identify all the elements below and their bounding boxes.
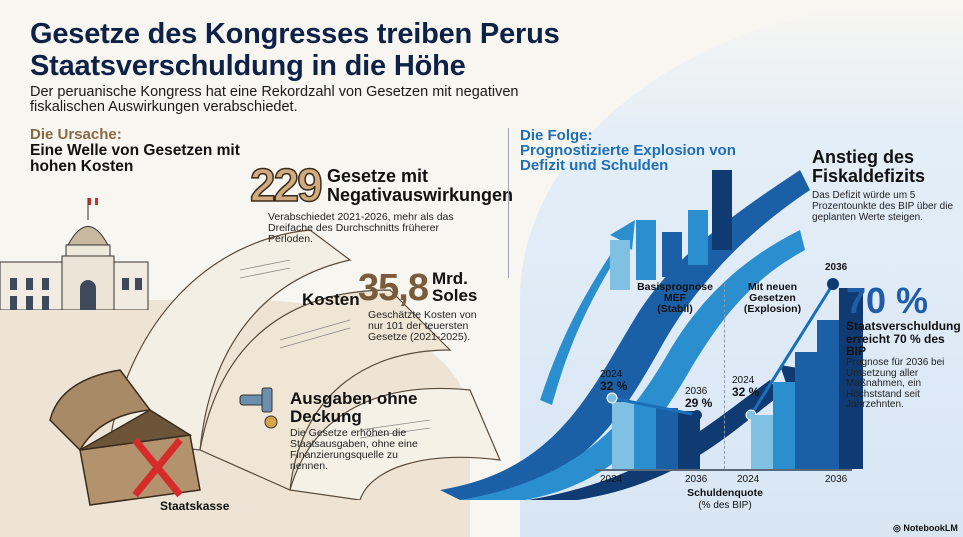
effect-title: Prognostizierte Explosion von Defizit un… bbox=[520, 142, 736, 174]
debt-description: Prognose für 2036 bei Umsetzung aller Ma… bbox=[846, 357, 945, 410]
baseline-end-year: 2036 bbox=[685, 386, 708, 397]
x-tick-baseline-2036: 2036 bbox=[685, 474, 708, 485]
bar-new-laws-2 bbox=[773, 382, 795, 469]
debt-big-number: 70 % bbox=[846, 280, 929, 321]
bar-new-laws-4 bbox=[817, 320, 839, 469]
bar-baseline-2 bbox=[634, 405, 656, 469]
treasury-label: Staatskasse bbox=[160, 499, 230, 513]
bar-baseline-3 bbox=[656, 408, 678, 469]
bar-new-laws-1 bbox=[751, 415, 773, 469]
bar-baseline-1 bbox=[612, 402, 634, 469]
debt-headline: Staatsverschuldung erreicht 70 % des BIP bbox=[846, 319, 961, 358]
spending-description: Die Gesetze erhöhen die Staatsausgaben, … bbox=[290, 427, 418, 472]
laws-count-description: Verabschiedet 2021-2026, mehr als das Dr… bbox=[268, 211, 454, 245]
chart-header-new-laws: Mit neuen Gesetzen (Explosion)Mit neuenG… bbox=[743, 281, 802, 315]
cost-description: Geschätzte Kosten von nur 101 der teuers… bbox=[368, 309, 477, 343]
treasure-chest-icon bbox=[49, 369, 201, 506]
x-tick-new-2024: 2024 bbox=[737, 474, 760, 485]
deficit-description: Das Defizit würde um 5 Prozentounkte des… bbox=[812, 190, 954, 223]
cost-unit: Mrd. Soles bbox=[432, 269, 478, 305]
brand-label: ◎ NotebookLM bbox=[893, 523, 958, 533]
paper-wave-illustration bbox=[109, 229, 501, 500]
debt-ratio-chart: Basisprognose MEF (Stabil)BasisprognoseM… bbox=[585, 262, 963, 537]
new-laws-start-year: 2024 bbox=[732, 375, 755, 386]
x-tick-baseline-2024: 2024 bbox=[600, 474, 623, 485]
baseline-start-value: 32 % bbox=[600, 379, 628, 393]
chart-header-baseline: Basisprognose MEF (Stabil)BasisprognoseM… bbox=[637, 281, 713, 315]
baseline-start-year: 2024 bbox=[600, 369, 623, 380]
bar-new-laws-5 bbox=[839, 288, 863, 469]
faucet-icon bbox=[239, 387, 278, 429]
trend-lines bbox=[606, 278, 839, 421]
rising-arrows-illustration bbox=[440, 170, 810, 500]
page-title: Gesetze des Kongresses treiben Perus Sta… bbox=[30, 18, 560, 82]
red-x-icon bbox=[132, 437, 183, 498]
deficit-title: Anstieg des Fiskaldefizits bbox=[812, 147, 926, 186]
cause-label: Die Ursache: bbox=[30, 126, 122, 143]
bar-new-laws-3 bbox=[795, 352, 817, 469]
cost-number: 35,8 bbox=[358, 267, 429, 309]
chart-divider bbox=[724, 284, 725, 469]
cause-title: Eine Welle von Gesetzen mit hohen Kosten bbox=[30, 142, 240, 175]
new-laws-end-year: 2036 bbox=[825, 262, 848, 273]
laws-count-label: Gesetze mit Negativauswirkungen bbox=[327, 166, 514, 205]
section-divider bbox=[508, 128, 509, 278]
page-subtitle: Der peruanische Kongress hat eine Rekord… bbox=[30, 84, 519, 115]
baseline-end-value: 29 % bbox=[685, 396, 713, 410]
effect-label: Die Folge: bbox=[520, 127, 593, 144]
x-axis bbox=[595, 469, 852, 471]
cost-label: Kosten bbox=[302, 290, 360, 309]
x-tick-new-2036: 2036 bbox=[825, 474, 848, 485]
brand-text: NotebookLM bbox=[903, 523, 958, 533]
bar-baseline-4 bbox=[678, 411, 700, 469]
spending-title: Ausgaben ohne Deckung bbox=[290, 389, 418, 426]
x-axis-subtitle: (% des BIP) bbox=[698, 500, 752, 511]
new-laws-start-value: 32 % bbox=[732, 385, 760, 399]
congress-building-icon bbox=[0, 198, 149, 310]
laws-count-number: 229 bbox=[249, 159, 323, 211]
x-axis-title: Schuldenquote bbox=[687, 487, 763, 499]
